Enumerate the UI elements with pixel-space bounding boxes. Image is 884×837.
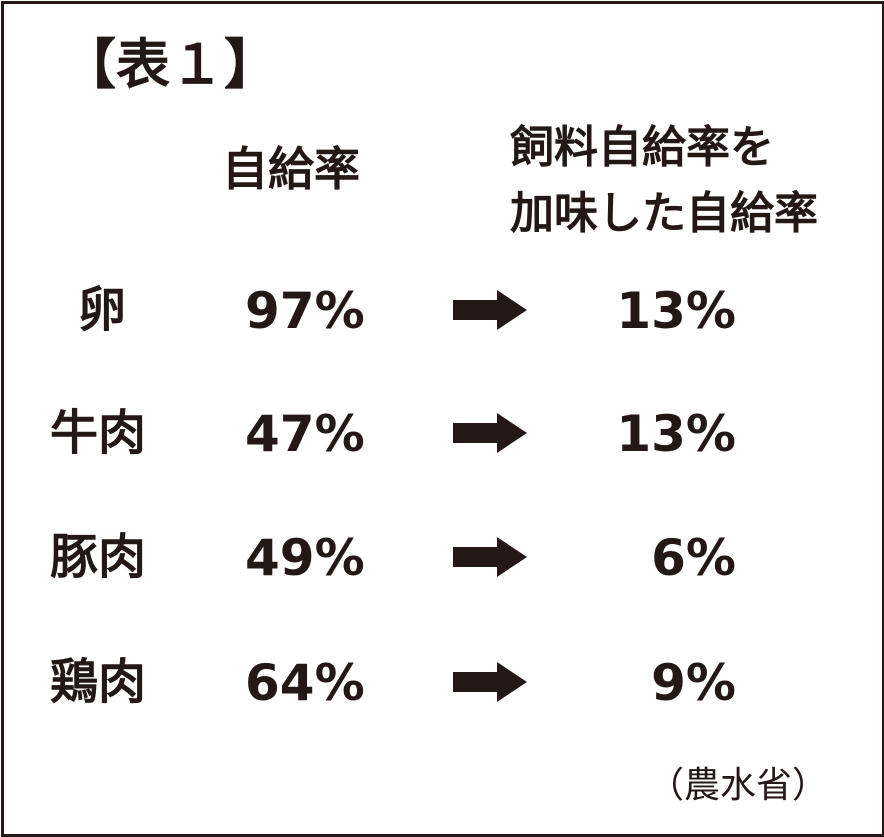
row-item: 卵 (78, 282, 127, 338)
row-feed-adjusted-rate: 13% (616, 282, 736, 340)
row-rate: 97% (245, 282, 365, 340)
header-feed-adjusted-line2: 加味した自給率 (510, 188, 818, 239)
row-item: 牛肉 (50, 405, 147, 461)
header-feed-adjusted-line1: 飼料自給率を (510, 122, 774, 173)
row-rate: 47% (245, 405, 365, 463)
row-rate: 49% (245, 529, 365, 587)
row-rate: 64% (245, 654, 365, 712)
row-feed-adjusted-rate: 9% (651, 654, 736, 712)
arrow-right-icon (453, 413, 527, 453)
row-feed-adjusted-rate: 13% (616, 405, 736, 463)
arrow-right-icon (453, 537, 527, 577)
source-note: （農水省） (648, 765, 829, 806)
arrow-right-icon (453, 662, 527, 702)
row-item: 豚肉 (50, 529, 147, 585)
header-self-sufficiency: 自給率 (222, 142, 360, 196)
row-item: 鶏肉 (50, 654, 147, 710)
row-feed-adjusted-rate: 6% (651, 529, 736, 587)
arrow-right-icon (453, 290, 527, 330)
table-title: 【表１】 (62, 33, 278, 96)
